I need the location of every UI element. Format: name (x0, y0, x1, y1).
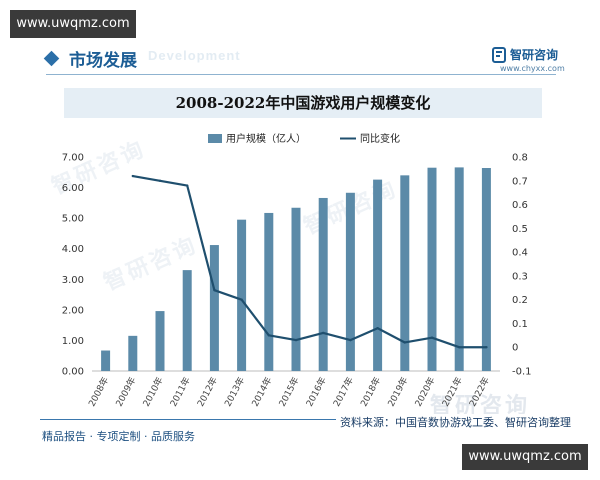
line-point (403, 341, 406, 344)
x-tick-label: 2019年 (385, 375, 411, 409)
line-point (322, 331, 325, 335)
x-tick-label: 2020年 (412, 375, 438, 409)
chart-legend: 用户规模（亿人） 同比变化 (208, 132, 400, 145)
x-tick-label: 2021年 (439, 375, 465, 409)
line-point (458, 346, 461, 349)
x-tick-label: 2011年 (167, 375, 193, 409)
bar (264, 212, 274, 371)
brand: 智研咨询 (492, 46, 558, 63)
y-right-tick-label: 0.6 (512, 200, 528, 211)
x-tick-label: 2018年 (358, 375, 384, 409)
y-axis-right: -0.1 0 0.1 0.2 0.3 0.4 0.5 0.6 0.7 0.8 (512, 153, 532, 378)
x-tick-label: 2013年 (222, 375, 248, 409)
y-left-tick-label: 2.00 (62, 305, 84, 316)
watermark-top: www.uwqmz.com (10, 10, 136, 38)
bar (345, 192, 355, 371)
x-tick-label: 2015年 (276, 375, 302, 409)
y-right-tick-label: 0.3 (512, 271, 528, 282)
chart-title: 2008-2022年中国游戏用户规模变化 (64, 88, 542, 118)
header-divider (46, 74, 556, 75)
bar (427, 167, 437, 371)
line-series (131, 174, 488, 349)
watermark-bottom: www.uwqmz.com (462, 444, 588, 470)
y-right-tick-label: 0 (512, 343, 518, 354)
y-left-tick-label: 5.00 (62, 214, 84, 225)
bar (318, 197, 328, 371)
y-right-tick-label: -0.1 (512, 367, 532, 378)
footer-slogan: 精品报告 · 专项定制 · 品质服务 (42, 430, 195, 443)
ghost-text: Development (148, 48, 241, 63)
x-tick-label: 2012年 (194, 375, 220, 409)
bar (237, 219, 247, 371)
x-axis-ticks: 2008年 2009年 2010年 2011年 2012年 2013年 2014年 2015年… (86, 375, 492, 409)
brand-logo-icon (492, 46, 506, 63)
legend-bar-swatch (208, 134, 222, 143)
x-tick-label: 2022年 (466, 375, 492, 409)
x-tick-label: 2014年 (249, 375, 275, 409)
bar (400, 175, 410, 371)
y-right-tick-label: 0.2 (512, 295, 528, 306)
line-point (267, 334, 270, 337)
line-point (186, 184, 189, 187)
line-point (213, 288, 216, 292)
legend-bar-label: 用户规模（亿人） (226, 132, 306, 145)
line-point (485, 346, 488, 349)
bar (101, 350, 111, 371)
y-left-tick-label: 3.00 (62, 275, 84, 286)
y-left-tick-label: 7.00 (62, 153, 84, 164)
section-title: 市场发展 (69, 50, 137, 71)
section-header: 市场发展 (43, 44, 137, 72)
y-left-tick-label: 6.00 (62, 183, 84, 194)
line-point (376, 327, 379, 330)
brand-name: 智研咨询 (510, 48, 559, 62)
x-tick-label: 2009年 (113, 375, 139, 409)
yoy-change-line (132, 174, 487, 349)
line-point (430, 336, 434, 339)
bar-series (101, 167, 491, 371)
bar (182, 270, 192, 371)
bar (155, 311, 165, 371)
bar (291, 207, 301, 371)
line-point (349, 338, 352, 342)
y-right-tick-label: 0.1 (512, 319, 528, 330)
x-tick-label: 2016年 (303, 375, 329, 409)
y-right-tick-label: 0.4 (512, 248, 528, 259)
bar (454, 167, 464, 371)
bar (481, 168, 491, 371)
y-left-tick-label: 0.00 (62, 367, 84, 378)
legend-line-label: 同比变化 (360, 132, 400, 145)
y-left-tick-label: 1.00 (62, 336, 84, 347)
x-tick-label: 2008年 (86, 375, 112, 409)
bar (209, 245, 219, 371)
bar (373, 179, 383, 371)
line-point (131, 174, 134, 178)
line-point (294, 338, 298, 342)
y-right-tick-label: 0.8 (512, 153, 528, 164)
x-tick-label: 2010年 (140, 375, 166, 409)
line-point (158, 179, 162, 182)
y-right-tick-label: 0.5 (512, 224, 528, 235)
line-point (240, 298, 243, 301)
y-axis-left: 0.00 1.00 2.00 3.00 4.00 5.00 6.00 7.00 (62, 153, 84, 378)
y-right-tick-label: 0.7 (512, 176, 528, 187)
y-left-tick-label: 4.00 (62, 244, 84, 255)
bar (128, 335, 138, 371)
source-note: 资料来源：中国音数协游戏工委、智研咨询整理 (336, 414, 575, 430)
footer-divider (40, 419, 560, 420)
brand-url: www.chyxx.com (500, 64, 565, 73)
x-tick-label: 2017年 (330, 375, 356, 409)
